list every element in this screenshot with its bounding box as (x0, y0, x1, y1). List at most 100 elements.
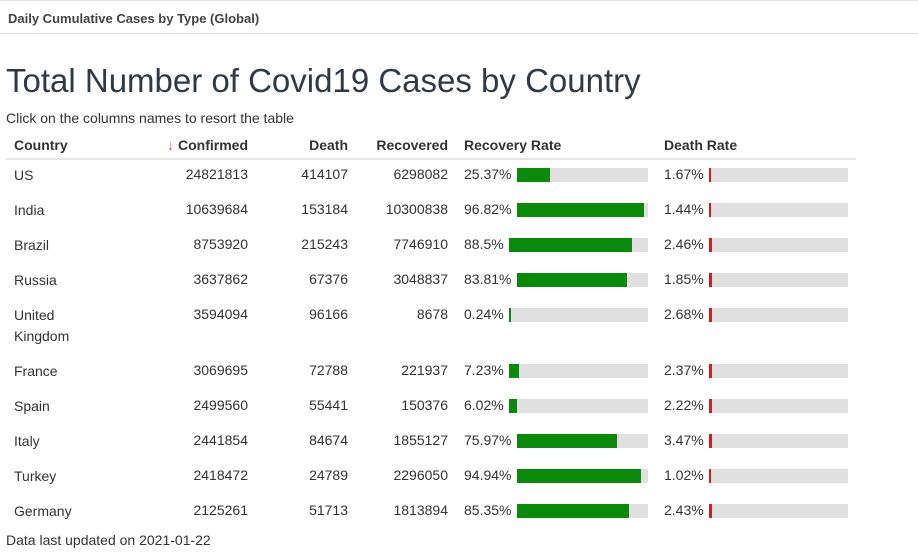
column-header-country[interactable]: Country (14, 137, 68, 153)
recovery-rate-bar-track (509, 399, 648, 413)
cases-table: Country ↓ Confirmed Death Recovered Recov… (6, 132, 856, 531)
death-rate-bar-fill (709, 273, 712, 287)
recovery-rate-bar-track (509, 308, 648, 322)
country-cell: Turkey (14, 468, 57, 484)
death-rate-bar-track (709, 203, 848, 217)
death-rate: 1.44% (664, 201, 848, 221)
recovery-rate-value: 96.82% (464, 201, 512, 217)
recovery-rate-bar-fill (517, 273, 627, 287)
recovered-cell: 1813894 (393, 502, 448, 518)
death-rate: 2.22% (664, 397, 848, 417)
recovery-rate-bar-track (509, 238, 648, 252)
death-rate-bar-track (709, 273, 848, 287)
country-cell: Brazil (14, 237, 50, 253)
recovery-rate-bar-track (517, 469, 648, 483)
recovery-rate-value: 6.02% (464, 397, 504, 413)
column-header-death[interactable]: Death (309, 137, 348, 153)
death-rate-bar-fill (709, 434, 712, 448)
recovery-rate: 96.82% (464, 201, 648, 221)
death-rate-bar-track (709, 238, 848, 252)
recovery-rate-bar-fill (517, 469, 641, 483)
recovery-rate-bar-track (517, 504, 648, 518)
death-rate-bar-track (709, 469, 848, 483)
death-rate-value: 1.44% (664, 201, 704, 217)
death-rate-bar-track (709, 399, 848, 413)
section-header: Daily Cumulative Cases by Type (Global) (0, 0, 918, 34)
death-cell: 51713 (309, 502, 348, 518)
country-cell: United Kingdom (14, 307, 70, 344)
death-cell: 215243 (301, 236, 348, 252)
recovery-rate-bar-fill (509, 399, 517, 413)
death-cell: 96166 (309, 306, 348, 322)
table-body: US 24821813 414107 6298082 25.37% 1.67% India 1… (6, 160, 856, 531)
death-cell: 414107 (301, 166, 348, 182)
confirmed-cell: 2418472 (193, 467, 248, 483)
country-cell: India (14, 202, 45, 218)
country-cell: Italy (14, 433, 40, 449)
table-row: India 10639684 153184 10300838 96.82% 1.44% (6, 195, 856, 230)
death-rate: 1.85% (664, 271, 848, 291)
column-header-recovery-rate[interactable]: Recovery Rate (464, 137, 562, 153)
recovery-rate-bar-fill (509, 308, 511, 322)
column-header-recovered[interactable]: Recovered (376, 137, 448, 153)
recovery-rate-bar-fill (517, 203, 644, 217)
country-cell: Germany (14, 503, 72, 519)
table-row: Germany 2125261 51713 1813894 85.35% 2.43% (6, 496, 856, 531)
recovery-rate-bar-track (517, 434, 648, 448)
death-rate-bar-track (709, 434, 848, 448)
recovery-rate-value: 7.23% (464, 362, 504, 378)
column-header-death-rate[interactable]: Death Rate (664, 137, 738, 153)
table-header: Country ↓ Confirmed Death Recovered Recov… (6, 132, 856, 160)
recovered-cell: 3048837 (393, 271, 448, 287)
page-title: Total Number of Covid19 Cases by Country (6, 62, 641, 99)
death-rate-bar-track (709, 308, 848, 322)
recovery-rate: 85.35% (464, 502, 648, 522)
table-row: France 3069695 72788 221937 7.23% 2.37% (6, 356, 856, 391)
confirmed-cell: 3637862 (193, 271, 248, 287)
death-rate-value: 1.85% (664, 271, 704, 287)
death-cell: 55441 (309, 397, 348, 413)
recovery-rate: 94.94% (464, 467, 648, 487)
recovery-rate-bar-track (517, 168, 648, 182)
recovery-rate: 25.37% (464, 166, 648, 186)
country-cell: France (14, 363, 58, 379)
top-rule (0, 0, 918, 1)
recovery-rate: 83.81% (464, 271, 648, 291)
death-rate: 1.02% (664, 467, 848, 487)
recovery-rate-value: 85.35% (464, 502, 512, 518)
table-row: Spain 2499560 55441 150376 6.02% 2.22% (6, 391, 856, 426)
confirmed-cell: 2441854 (193, 432, 248, 448)
recovery-rate-bar-fill (517, 504, 629, 518)
death-cell: 84674 (309, 432, 348, 448)
recovery-rate: 7.23% (464, 362, 648, 382)
table-row: Turkey 2418472 24789 2296050 94.94% 1.02% (6, 461, 856, 496)
death-rate-bar-fill (709, 168, 711, 182)
death-rate-value: 1.67% (664, 166, 704, 182)
death-rate-value: 3.47% (664, 432, 704, 448)
death-cell: 153184 (301, 201, 348, 217)
recovery-rate: 88.5% (464, 236, 648, 256)
death-rate-value: 1.02% (664, 467, 704, 483)
recovered-cell: 1855127 (393, 432, 448, 448)
death-rate: 3.47% (664, 432, 848, 452)
confirmed-cell: 10639684 (185, 201, 248, 217)
confirmed-cell: 2125261 (193, 502, 248, 518)
recovered-cell: 221937 (401, 362, 448, 378)
recovery-rate-value: 0.24% (464, 306, 504, 322)
recovered-cell: 150376 (401, 397, 448, 413)
confirmed-cell: 8753920 (193, 236, 248, 252)
confirmed-cell: 2499560 (193, 397, 248, 413)
country-cell: Russia (14, 272, 57, 288)
recovery-rate-bar-fill (517, 168, 550, 182)
table-row: Brazil 8753920 215243 7746910 88.5% 2.46% (6, 230, 856, 265)
recovery-rate-bar-track (517, 273, 648, 287)
recovered-cell: 7746910 (393, 236, 448, 252)
death-rate: 2.37% (664, 362, 848, 382)
column-header-confirmed[interactable]: ↓ Confirmed (162, 137, 248, 153)
death-rate-value: 2.22% (664, 397, 704, 413)
death-rate-bar-fill (709, 399, 712, 413)
recovery-rate-bar-fill (517, 434, 617, 448)
recovery-rate: 0.24% (464, 306, 648, 326)
death-rate-bar-fill (709, 364, 712, 378)
death-rate-bar-track (709, 168, 848, 182)
